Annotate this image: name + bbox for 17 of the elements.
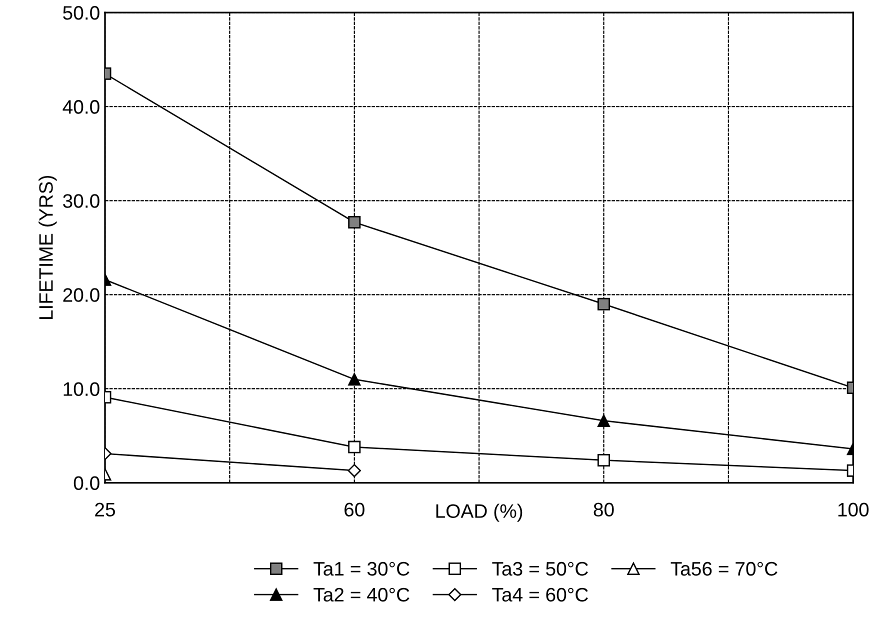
x-tick-label: 25 [95, 502, 115, 517]
y-tick-label: 40.0 [62, 100, 100, 114]
legend-label: Ta3 = 50°C [492, 562, 588, 576]
legend-label: Ta1 = 30°C [314, 562, 410, 576]
x-tick-label: 60 [344, 502, 364, 517]
x-tick-label: 80 [594, 502, 614, 517]
y-tick-label: 50.0 [63, 6, 100, 20]
y-tick-label: 0.0 [74, 476, 100, 490]
y-tick-label: 20.0 [63, 288, 100, 302]
legend-label: Ta4 = 60°C [492, 588, 588, 602]
x-tick-label: 100 [838, 502, 869, 517]
y-tick-label: 30.0 [63, 194, 100, 208]
y-axis-title: LIFETIME (YRS) [38, 176, 57, 319]
x-axis-title: LOAD (%) [436, 504, 522, 522]
legend-label: Ta56 = 70°C [670, 562, 778, 576]
y-tick-label: 10.0 [64, 382, 100, 396]
legend-label: Ta2 = 40°C [314, 588, 410, 602]
